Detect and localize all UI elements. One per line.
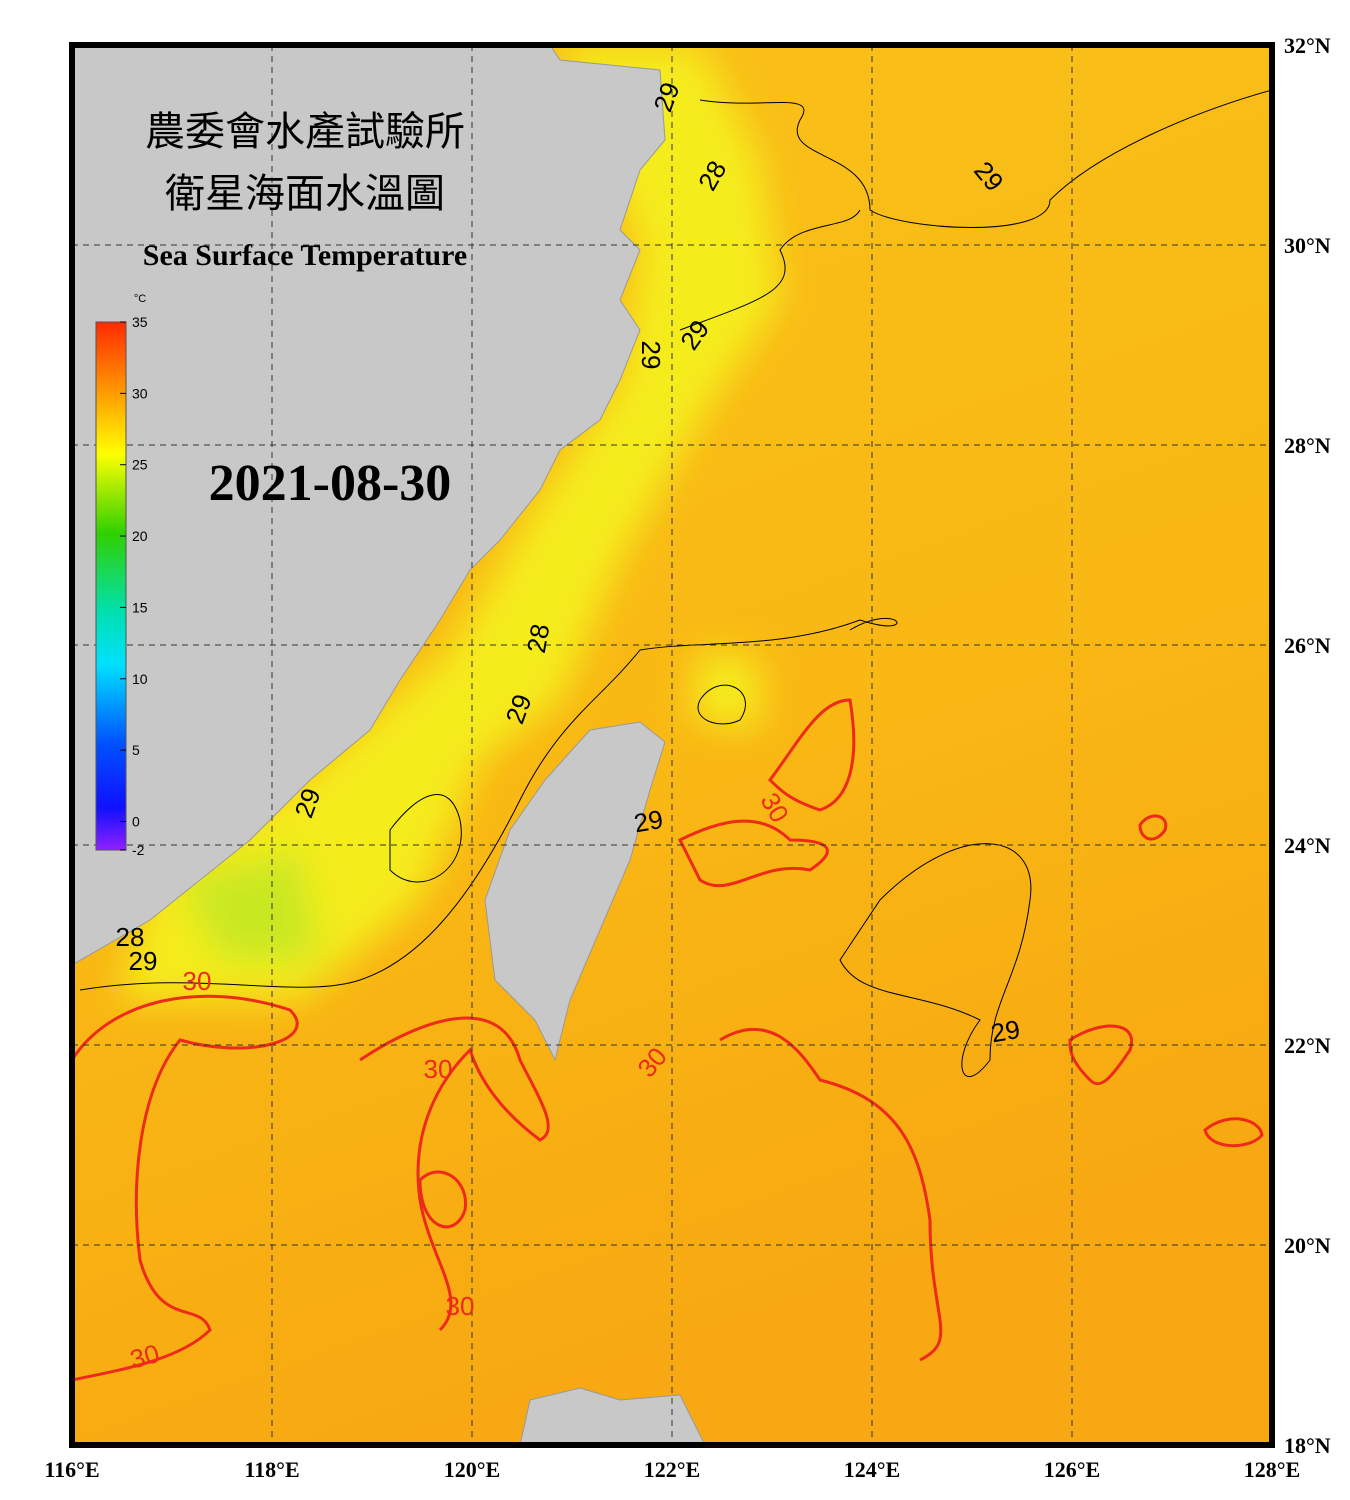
colorbar-tick-label: -2 bbox=[132, 842, 145, 858]
colorbar-unit: °C bbox=[134, 293, 146, 305]
colorbar-tick-label: 10 bbox=[132, 671, 148, 687]
graticule bbox=[72, 45, 1272, 1445]
coastal-warm-band bbox=[120, 45, 780, 1000]
lon-tick-label: 128°E bbox=[1244, 1457, 1300, 1482]
colorbar-tick-label: 30 bbox=[132, 385, 148, 401]
colorbar-tick-label: 5 bbox=[132, 742, 140, 758]
contour-label: 29 bbox=[129, 946, 158, 976]
contour-label: 28 bbox=[521, 622, 556, 656]
lat-tick-label: 30°N bbox=[1284, 233, 1331, 258]
contour-label: 30 bbox=[424, 1054, 453, 1084]
lat-tick-label: 32°N bbox=[1284, 33, 1331, 58]
colorbar-tick-label: 15 bbox=[132, 599, 148, 615]
lat-tick-label: 24°N bbox=[1284, 833, 1331, 858]
map-frame bbox=[69, 42, 1275, 1448]
colorbar-tick-label: 20 bbox=[132, 528, 148, 544]
land bbox=[72, 45, 706, 1445]
contours-29 bbox=[79, 89, 1272, 1077]
contour-label: 29 bbox=[636, 341, 666, 370]
lat-tick-label: 18°N bbox=[1284, 1433, 1331, 1458]
contour-label: 29 bbox=[632, 804, 666, 839]
lat-tick-label: 22°N bbox=[1284, 1033, 1331, 1058]
colorbar-tick-label: 35 bbox=[132, 314, 148, 330]
date-label: 2021-08-30 bbox=[209, 455, 452, 512]
title-english: Sea Surface Temperature bbox=[143, 239, 467, 272]
contour-label: 30 bbox=[446, 1291, 475, 1321]
lon-tick-label: 124°E bbox=[844, 1457, 900, 1482]
contour-label: 28 bbox=[116, 922, 145, 952]
lon-tick-label: 126°E bbox=[1044, 1457, 1100, 1482]
contour-label: 29 bbox=[989, 1014, 1023, 1049]
lon-tick-label: 122°E bbox=[644, 1457, 700, 1482]
title-chinese-2: 衛星海面水溫圖 bbox=[165, 171, 445, 216]
colorbar-tick-label: 0 bbox=[132, 813, 140, 829]
lat-tick-label: 26°N bbox=[1284, 633, 1331, 658]
lat-tick-label: 28°N bbox=[1284, 433, 1331, 458]
lon-tick-label: 120°E bbox=[444, 1457, 500, 1482]
lat-tick-label: 20°N bbox=[1284, 1233, 1331, 1258]
colorbar bbox=[95, 321, 127, 851]
title-chinese-1: 農委會水產試驗所 bbox=[145, 109, 465, 154]
contours-30 bbox=[72, 698, 1264, 1382]
contour-label: 30 bbox=[183, 966, 212, 996]
lon-tick-label: 118°E bbox=[244, 1457, 299, 1482]
lon-tick-label: 116°E bbox=[44, 1457, 99, 1482]
colorbar-tick-label: 25 bbox=[132, 457, 148, 473]
